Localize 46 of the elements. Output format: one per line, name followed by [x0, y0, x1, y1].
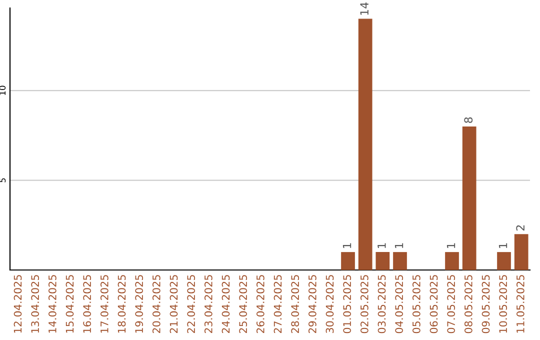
x-tick-label: 13.04.2025 — [31, 275, 40, 333]
x-tick-label: 07.05.2025 — [447, 275, 456, 334]
bar — [514, 234, 528, 270]
x-tick-label: 27.04.2025 — [274, 275, 282, 334]
x-tick-label: 18.04.2025 — [118, 275, 126, 333]
x-tick-label: 25.04.2025 — [239, 275, 248, 334]
x-tick-label: 26.04.2025 — [256, 275, 264, 334]
x-tick-label: 10.05.2025 — [499, 275, 508, 333]
x-tick-label: 21.04.2025 — [170, 275, 178, 334]
x-tick-label: 01.05.2025 — [343, 275, 352, 334]
x-tick-label: 03.05.2025 — [378, 275, 386, 334]
bar — [376, 252, 390, 270]
x-tick-label: 28.04.2025 — [291, 275, 300, 334]
x-tick-label: 08.05.2025 — [464, 275, 472, 334]
x-tick-label: 23.04.2025 — [204, 275, 212, 334]
x-tick-label: 24.04.2025 — [222, 275, 230, 334]
data-label: 1 — [394, 243, 404, 248]
data-label: 1 — [498, 243, 508, 248]
data-label: 14 — [360, 2, 368, 15]
x-tick-label: 15.04.2025 — [66, 275, 74, 333]
x-tick-label: 17.04.2025 — [100, 275, 108, 333]
bar — [462, 126, 476, 270]
x-tick-label: 16.04.2025 — [83, 275, 92, 333]
bar — [497, 252, 511, 270]
x-tick-label: 06.05.2025 — [430, 275, 438, 334]
x-tick-label: 19.04.2025 — [135, 275, 144, 333]
x-tick-label: 04.05.2025 — [395, 275, 404, 334]
x-tick-label: 02.05.2025 — [360, 275, 368, 334]
x-tick-label: 11.05.2025 — [516, 275, 524, 333]
data-label: 1 — [342, 243, 352, 248]
bar — [393, 252, 407, 270]
x-tick-label: 05.05.2025 — [412, 275, 420, 334]
x-tick-label: 09.05.2025 — [482, 275, 490, 334]
x-tick-label: 22.04.2025 — [187, 275, 196, 334]
x-tick-label: 12.04.2025 — [14, 275, 22, 333]
data-label: 8 — [464, 117, 473, 123]
bar — [358, 18, 372, 270]
bar — [341, 252, 355, 270]
x-tick-label: 29.04.2025 — [308, 275, 316, 334]
x-tick-label: 20.04.2025 — [152, 275, 160, 334]
x-tick-label: 14.04.2025 — [48, 275, 56, 333]
x-tick-label: 30.04.2025 — [326, 275, 334, 334]
data-label: 1 — [446, 243, 456, 248]
data-label: 1 — [378, 243, 386, 248]
data-label: 2 — [516, 225, 524, 231]
bar — [445, 252, 459, 270]
